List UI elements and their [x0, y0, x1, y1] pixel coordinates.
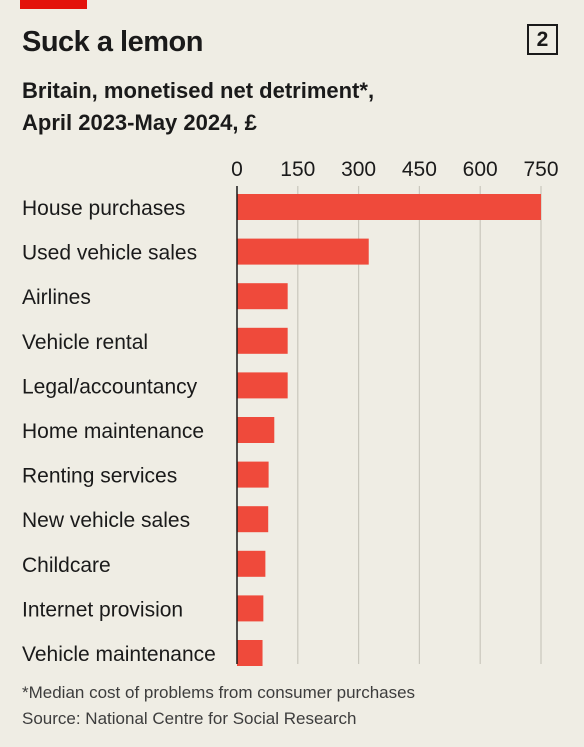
bar	[237, 595, 264, 622]
category-label: Legal/accountancy	[22, 375, 198, 398]
bar	[237, 283, 288, 310]
category-label: Internet provision	[22, 598, 183, 621]
bar	[237, 372, 288, 399]
chart-subtitle-line1: Britain, monetised net detriment*,	[22, 78, 375, 103]
chart-title: Suck a lemon	[22, 26, 203, 58]
bar	[237, 238, 369, 265]
category-label: Vehicle rental	[22, 331, 148, 354]
category-label: Childcare	[22, 554, 111, 577]
category-label: Home maintenance	[22, 420, 204, 443]
category-label: Airlines	[22, 286, 91, 309]
category-label: New vehicle sales	[22, 509, 190, 532]
category-label: Vehicle maintenance	[22, 643, 216, 666]
x-tick-label: 150	[280, 158, 315, 181]
x-tick-label: 300	[341, 158, 376, 181]
brand-accent-bar	[20, 0, 87, 9]
chart-subtitle-line2: April 2023-May 2024, £	[22, 110, 257, 135]
category-label: House purchases	[22, 197, 185, 220]
source-note: Source: National Centre for Social Resea…	[22, 709, 357, 728]
bar	[237, 550, 266, 577]
x-tick-label: 450	[402, 158, 437, 181]
x-tick-label: 0	[231, 158, 243, 181]
bar	[237, 327, 288, 354]
footnote: *Median cost of problems from consumer p…	[22, 683, 416, 702]
category-label: Used vehicle sales	[22, 242, 197, 265]
chart-number-badge: 2	[527, 24, 558, 55]
category-label: Renting services	[22, 465, 177, 488]
bar	[237, 417, 275, 443]
bar	[237, 506, 269, 533]
bar	[237, 640, 263, 666]
x-tick-label: 750	[523, 158, 558, 181]
bar	[237, 461, 269, 488]
bar	[237, 194, 541, 220]
x-tick-label: 600	[463, 158, 498, 181]
